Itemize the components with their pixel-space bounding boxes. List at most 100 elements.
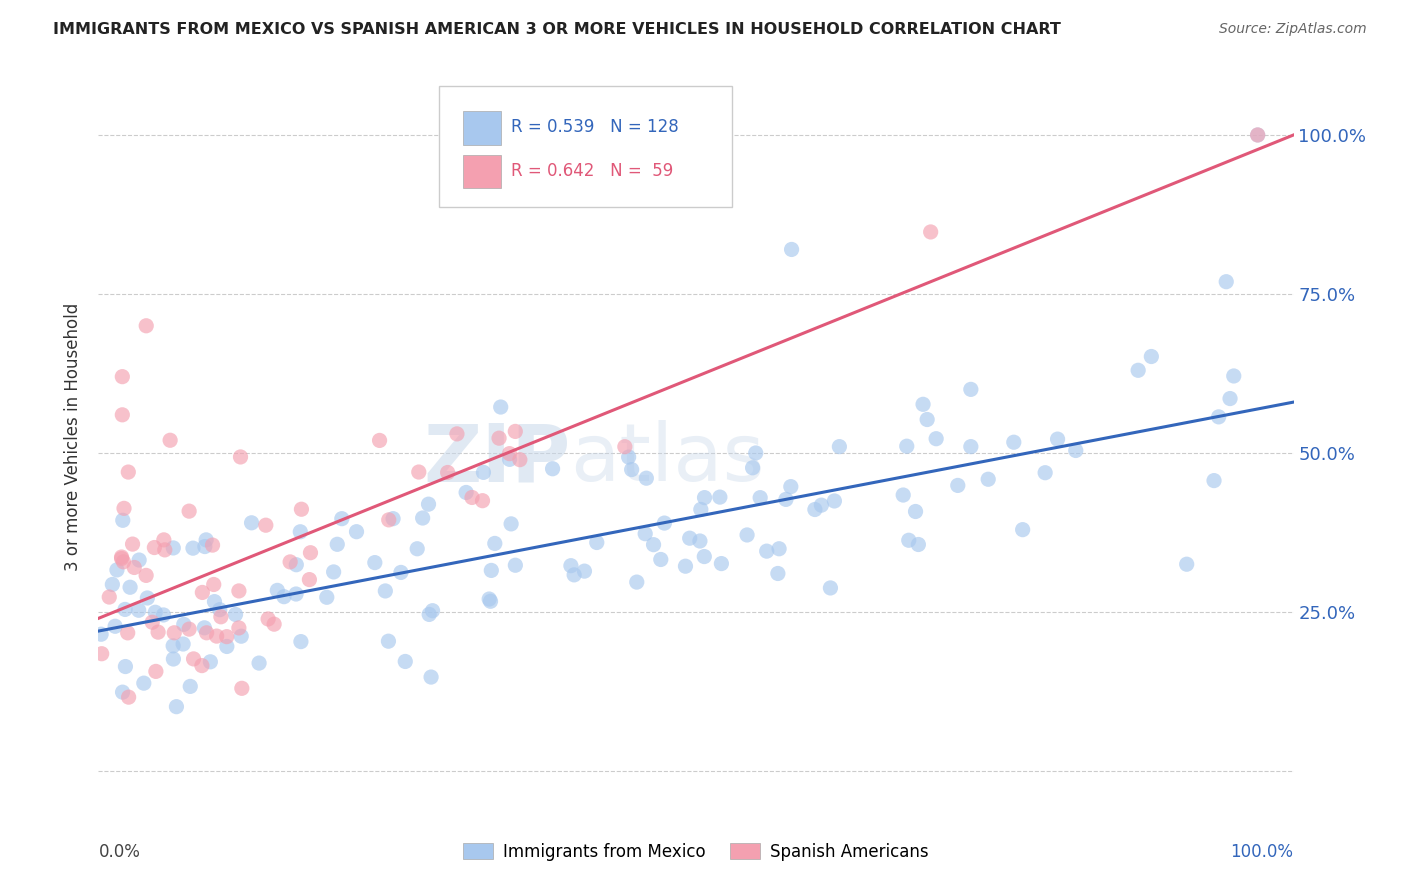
- Text: R = 0.642   N =  59: R = 0.642 N = 59: [510, 161, 673, 180]
- Point: [412, 511, 434, 525]
- Point: [1202, 474, 1225, 488]
- Point: [121, 537, 143, 551]
- Point: [436, 466, 458, 480]
- Point: [117, 465, 139, 479]
- Point: [406, 541, 429, 556]
- Point: [273, 590, 295, 604]
- Point: [574, 564, 596, 578]
- Point: [254, 518, 277, 533]
- Point: [322, 565, 344, 579]
- Point: [498, 447, 520, 461]
- Point: [915, 412, 938, 426]
- Point: [1175, 558, 1198, 572]
- Point: [389, 566, 412, 580]
- Point: [298, 573, 321, 587]
- Point: [153, 533, 176, 547]
- Point: [141, 615, 163, 630]
- Point: [195, 533, 218, 547]
- Point: [920, 225, 942, 239]
- Point: [240, 516, 263, 530]
- Text: ZIP: ZIP: [423, 420, 571, 498]
- Point: [165, 699, 187, 714]
- Point: [766, 566, 789, 581]
- Point: [143, 541, 166, 555]
- Point: [247, 656, 270, 670]
- Point: [775, 492, 797, 507]
- Point: [209, 609, 232, 624]
- Point: [135, 318, 157, 333]
- Point: [162, 639, 184, 653]
- Point: [195, 625, 218, 640]
- Point: [143, 605, 166, 619]
- Point: [285, 587, 308, 601]
- Point: [634, 526, 657, 541]
- Point: [162, 652, 184, 666]
- Point: [200, 655, 222, 669]
- Point: [112, 555, 135, 569]
- Point: [98, 590, 121, 604]
- Point: [585, 535, 607, 549]
- Point: [461, 491, 484, 505]
- Point: [420, 670, 443, 684]
- Point: [278, 555, 301, 569]
- Point: [689, 502, 711, 516]
- Point: [145, 665, 167, 679]
- Point: [422, 604, 444, 618]
- Point: [541, 461, 564, 475]
- Point: [135, 568, 157, 582]
- Point: [960, 440, 983, 454]
- Point: [326, 537, 349, 551]
- Y-axis label: 3 or more Vehicles in Household: 3 or more Vehicles in Household: [65, 303, 83, 571]
- Point: [173, 617, 195, 632]
- Point: [804, 502, 827, 516]
- Point: [202, 577, 225, 591]
- Point: [382, 511, 405, 525]
- Point: [780, 243, 803, 257]
- Point: [1128, 363, 1150, 377]
- Point: [912, 397, 935, 411]
- Point: [479, 563, 502, 577]
- Point: [907, 537, 929, 551]
- Point: [205, 629, 228, 643]
- Point: [735, 528, 758, 542]
- Point: [650, 552, 672, 566]
- Point: [368, 434, 391, 448]
- Point: [741, 460, 763, 475]
- Point: [446, 426, 468, 441]
- Point: [90, 627, 112, 641]
- Point: [891, 488, 914, 502]
- Point: [128, 603, 150, 617]
- Point: [1064, 443, 1087, 458]
- Point: [745, 446, 768, 460]
- Point: [478, 592, 501, 607]
- Point: [977, 472, 1000, 486]
- Point: [229, 450, 252, 464]
- Text: 0.0%: 0.0%: [98, 843, 141, 861]
- Point: [152, 607, 174, 622]
- Point: [1140, 350, 1163, 364]
- Point: [456, 485, 478, 500]
- Point: [1002, 435, 1025, 450]
- Point: [505, 558, 527, 573]
- Point: [104, 619, 127, 633]
- Point: [172, 637, 194, 651]
- Point: [1219, 392, 1241, 406]
- Point: [679, 531, 702, 545]
- Legend: Immigrants from Mexico, Spanish Americans: Immigrants from Mexico, Spanish American…: [456, 837, 936, 868]
- Point: [228, 583, 250, 598]
- Point: [163, 625, 186, 640]
- Point: [315, 591, 337, 605]
- Point: [626, 575, 648, 590]
- Point: [101, 577, 124, 591]
- Point: [364, 556, 387, 570]
- Point: [228, 621, 250, 635]
- Point: [820, 581, 842, 595]
- Point: [613, 440, 636, 454]
- Point: [675, 559, 697, 574]
- Point: [114, 602, 136, 616]
- Point: [266, 583, 288, 598]
- Point: [374, 583, 396, 598]
- Point: [159, 434, 181, 448]
- Point: [472, 466, 495, 480]
- Point: [181, 541, 204, 556]
